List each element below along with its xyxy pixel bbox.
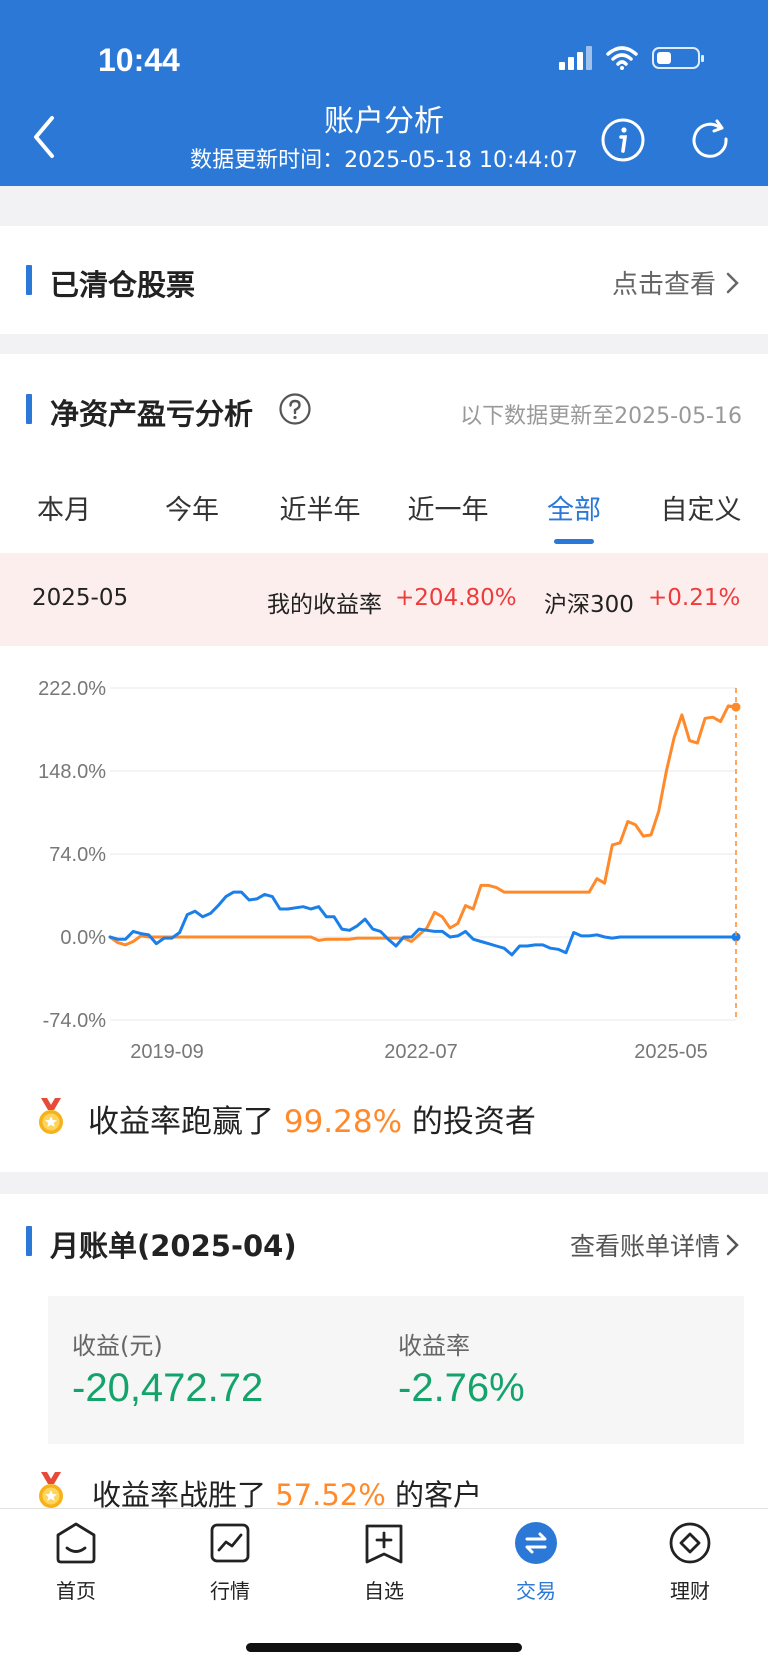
beat-investors-text: 收益率跑赢了 99.28% 的投资者 [88,1096,536,1141]
bill-beat-percent: 57.52% [275,1478,386,1512]
period-tabs: 本月 今年 近半年 近一年 全部 自定义 [0,482,768,554]
refresh-icon[interactable] [688,117,734,163]
my-return-value: +204.80% [395,585,517,611]
tabbar-watchlist-label: 自选 [364,1579,404,1603]
tab-all[interactable]: 全部 [547,495,601,526]
wealth-diamond-icon [669,1522,711,1564]
y-tick-label: 74.0% [49,844,106,866]
cleared-stocks-link-label: 点击查看 [611,270,716,300]
x-tick-label: 2019-09 [130,1041,203,1063]
y-tick-label: 0.0% [60,927,106,949]
page-title: 账户分析 [324,104,444,139]
section-marker [26,1226,32,1256]
tab-one-year[interactable]: 近一年 [407,495,489,526]
index-label: 沪深300 [544,592,634,618]
trade-exchange-icon [515,1522,557,1564]
tab-this-year[interactable]: 今年 [165,495,219,526]
wifi-icon [606,46,638,70]
summary-date: 2025-05 [32,585,129,611]
chevron-right-icon [726,272,739,293]
update-time: 数据更新时间：2025-05-18 10:44:07 [0,142,768,174]
beat-prefix: 收益率跑赢了 [88,1104,274,1140]
battery-icon [652,47,704,69]
bill-detail-link[interactable]: 查看账单详情 [570,1227,740,1263]
section-marker [26,265,32,295]
cellular-signal-icon [559,46,592,70]
cleared-stocks-title: 已清仓股票 [50,268,196,302]
data-update-note: 以下数据更新至2025-05-16 [460,404,742,429]
tab-half-year[interactable]: 近半年 [279,495,361,526]
tabbar-wealth-label: 理财 [670,1579,710,1603]
y-tick-label: 222.0% [38,678,106,700]
series-endpoint-1 [731,932,741,942]
profit-value: -20,472.72 [72,1366,264,1410]
beat-percent: 99.28% [283,1104,403,1140]
info-icon[interactable] [600,117,646,163]
home-indicator [246,1643,522,1652]
tabbar-home-label: 首页 [56,1579,96,1603]
bill-title: 月账单(2025-04) [50,1229,297,1263]
tab-custom[interactable]: 自定义 [660,495,742,526]
x-tick-label: 2025-05 [634,1041,707,1063]
watchlist-add-icon [365,1524,403,1564]
return-summary: 2025-05 我的收益率 +204.80% 沪深300 +0.21% [0,553,768,646]
series-line-1 [108,890,738,957]
tabbar-market-label: 行情 [210,1579,250,1603]
app-header: 10:44 账户分析 数据更新时间：2025-05-18 10:44:07 [0,0,768,186]
x-tick-label: 2022-07 [384,1041,457,1063]
y-tick-label: -74.0% [43,1010,107,1032]
tab-this-month[interactable]: 本月 [37,495,91,526]
pnl-title: 净资产盈亏分析 [50,397,254,431]
tabbar-home[interactable]: 首页 [26,1521,126,1604]
section-marker [26,394,32,424]
bill-beat-prefix: 收益率战胜了 [92,1478,267,1512]
series-line-0 [108,704,738,947]
medal-icon [39,1472,63,1508]
update-time-value: 2025-05-18 10:44:07 [344,148,578,173]
medal-icon [39,1098,63,1134]
cleared-stocks-link[interactable]: 点击查看 [612,264,740,301]
tabbar-trade[interactable]: 交易 [486,1521,586,1604]
beat-clients-text: 收益率战胜了 57.52% 的客户 [92,1472,482,1514]
tabbar-watchlist[interactable]: 自选 [334,1521,434,1604]
active-tab-indicator [554,539,594,544]
rate-label: 收益率 [398,1332,470,1360]
chevron-right-icon [726,1234,739,1256]
my-return-label: 我的收益率 [267,592,382,618]
status-icons [559,46,704,70]
back-arrow-icon[interactable] [28,112,68,162]
status-time: 10:44 [98,42,180,78]
index-return-value: +0.21% [648,585,741,611]
market-chart-icon [210,1523,250,1563]
bill-detail-link-label: 查看账单详情 [569,1232,720,1261]
bill-beat-suffix: 的客户 [395,1478,483,1512]
update-time-label: 数据更新时间： [190,148,345,173]
help-question-icon[interactable] [278,392,312,426]
beat-suffix: 的投资者 [411,1104,536,1140]
tabbar-trade-label: 交易 [516,1579,556,1603]
return-line-chart[interactable]: 222.0% 148.0% 74.0% 0.0% -74.0% 2019-09 2022-0… [0,656,768,1066]
profit-label: 收益(元) [72,1332,163,1360]
rate-value: -2.76% [398,1366,525,1410]
tabbar-wealth[interactable]: 理财 [640,1521,740,1604]
bill-summary-box: 收益(元) -20,472.72 收益率 -2.76% [48,1296,744,1444]
y-tick-label: 148.0% [38,761,106,783]
cleared-stocks-card[interactable]: 已清仓股票 点击查看 [0,226,768,334]
home-icon [56,1522,96,1564]
tabbar-market[interactable]: 行情 [180,1521,280,1604]
pnl-analysis-card: 净资产盈亏分析 以下数据更新至2025-05-16 [0,354,768,1172]
